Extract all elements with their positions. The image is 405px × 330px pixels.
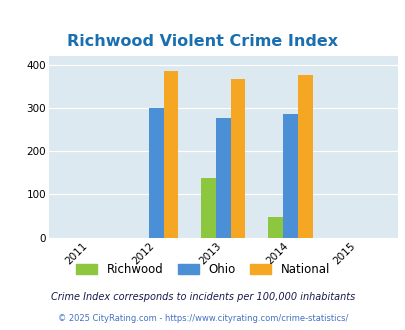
Text: Richwood Violent Crime Index: Richwood Violent Crime Index [67,34,338,49]
Text: © 2025 CityRating.com - https://www.cityrating.com/crime-statistics/: © 2025 CityRating.com - https://www.city… [58,314,347,323]
Bar [163,71,178,238]
Bar [215,118,230,238]
Bar [282,114,297,238]
Legend: Richwood, Ohio, National: Richwood, Ohio, National [71,258,334,281]
Text: Crime Index corresponds to incidents per 100,000 inhabitants: Crime Index corresponds to incidents per… [51,292,354,302]
Bar [200,179,215,238]
Bar [230,79,245,238]
Bar [148,108,163,238]
Bar [268,217,282,238]
Bar [297,75,312,238]
